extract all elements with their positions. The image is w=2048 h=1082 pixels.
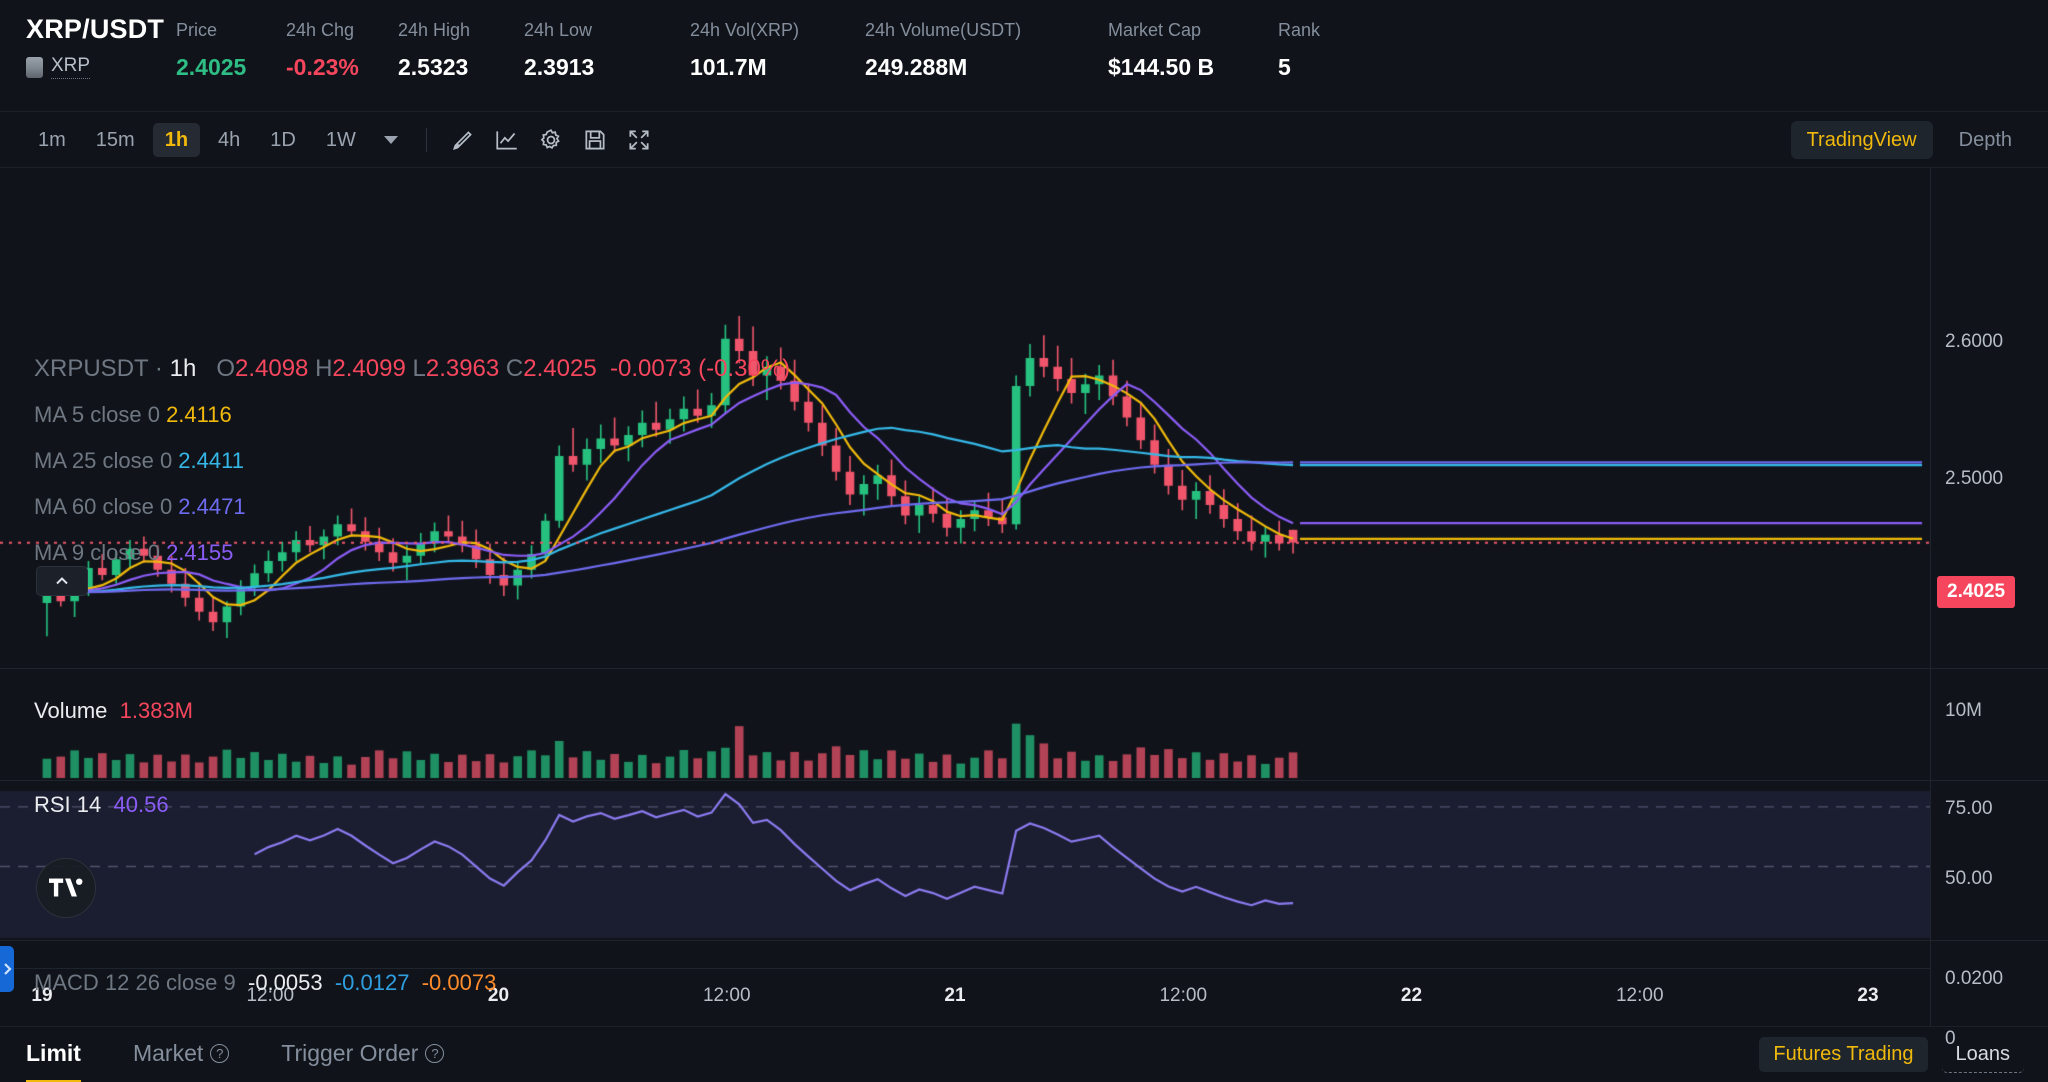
- price-axis-label: 2.5000: [1945, 468, 2004, 489]
- collapse-panel-button[interactable]: [36, 566, 88, 596]
- timeframe-1m[interactable]: 1m: [38, 128, 66, 151]
- link-loans[interactable]: Loans: [1941, 1037, 2024, 1073]
- stat-24h-chg: 24h Chg -0.23%: [286, 14, 398, 80]
- order-tab-label: Limit: [26, 1039, 81, 1066]
- panel-separator: [0, 668, 1930, 669]
- fullscreen-expand-icon[interactable]: [617, 122, 661, 158]
- timeframe-1w[interactable]: 1W: [325, 128, 356, 151]
- expand-sidebar-handle[interactable]: [0, 946, 14, 992]
- time-axis-label: 20: [487, 985, 510, 1006]
- macd-axis-label: 0.0200: [1945, 968, 2004, 989]
- stat-label: 24h Vol(XRP): [690, 20, 800, 40]
- stat-price: Price 2.4025: [176, 14, 286, 80]
- order-tab-limit[interactable]: Limit: [26, 1039, 81, 1082]
- timeframe-group: 1m 15m 1h 4h 1D 1W: [26, 122, 374, 157]
- pair-block[interactable]: XRP/USDT XRP: [26, 14, 176, 79]
- stat-24h-volume-usdt: 24h Volume(USDT) 249.288M: [865, 14, 1108, 80]
- stat-label: Price: [176, 20, 218, 40]
- rsi-axis-label: 75.00: [1945, 798, 1993, 819]
- price-axis-label: 2.6000: [1945, 331, 2004, 352]
- chart-area[interactable]: XRPUSDT · 1h O2.4098 H2.4099 L2.3963 C2.…: [0, 168, 2048, 1082]
- stat-market-cap: Market Cap $144.50 B: [1108, 14, 1278, 80]
- help-icon[interactable]: ?: [425, 1043, 445, 1063]
- stat-value: $144.50 B: [1108, 54, 1215, 80]
- panel-separator: [0, 780, 1930, 781]
- stat-value: 249.288M: [865, 54, 968, 80]
- price-candlestick-canvas[interactable]: [0, 168, 1930, 968]
- coin-row[interactable]: XRP: [26, 55, 176, 79]
- page-title: XRP/USDT: [26, 14, 165, 44]
- price-axis[interactable]: 2.6000 2.5000 2.4025 10M 75.00 50.00 0.0200 0: [1930, 168, 2048, 1049]
- axis-separator: [1931, 668, 2048, 669]
- timeframe-4h[interactable]: 4h: [218, 128, 241, 151]
- order-type-tabs: Limit Market? Trigger Order?: [26, 1039, 496, 1082]
- stat-label: 24h Low: [524, 20, 593, 40]
- current-price-badge: 2.4025: [1937, 576, 2016, 608]
- stat-value: 5: [1278, 54, 1291, 80]
- rsi-axis-label: 50.00: [1945, 868, 1993, 889]
- toolbar-divider: [425, 127, 427, 152]
- stat-value: 101.7M: [690, 54, 767, 80]
- timeframe-15m[interactable]: 15m: [95, 128, 135, 151]
- stat-24h-high: 24h High 2.5323: [398, 14, 524, 80]
- stat-label: 24h Volume(USDT): [865, 20, 1022, 40]
- order-entry-bar: Limit Market? Trigger Order? Futures Tradi…: [0, 1026, 2048, 1082]
- bottom-links: Futures Trading Loans: [1759, 1037, 2024, 1073]
- view-tab-depth[interactable]: Depth: [1958, 128, 2012, 151]
- time-axis-label: 23: [1857, 985, 1879, 1006]
- stat-24h-vol-xrp: 24h Vol(XRP) 101.7M: [690, 14, 865, 80]
- ticker-stats: Price 2.4025 24h Chg -0.23% 24h High 2.5323 24…: [176, 14, 1378, 80]
- indicator-chart-icon[interactable]: [485, 122, 529, 158]
- ticker-header: XRP/USDT XRP Price 2.4025 24h Chg -0.23% 24h…: [0, 0, 2048, 112]
- order-tab-market[interactable]: Market?: [132, 1039, 230, 1070]
- link-futures-trading[interactable]: Futures Trading: [1759, 1037, 1928, 1072]
- help-icon[interactable]: ?: [210, 1043, 230, 1063]
- tradingview-logo-icon[interactable]: [36, 858, 96, 918]
- axis-separator: [1931, 940, 2048, 941]
- stat-label: 24h High: [398, 20, 471, 40]
- time-axis[interactable]: 19 12:00 20 12:00 21 12:00 22 12:00 23: [0, 968, 2048, 1026]
- time-axis-label: 12:00: [702, 985, 751, 1006]
- chart-toolbar: 1m 15m 1h 4h 1D 1W TradingView Depth: [0, 112, 2048, 168]
- stat-label: 24h Chg: [286, 20, 355, 40]
- macd-axis-label: 0: [1945, 1028, 1956, 1049]
- time-axis-label: 22: [1400, 985, 1423, 1006]
- chevron-down-icon: [383, 135, 398, 144]
- time-axis-label: 19: [31, 985, 53, 1006]
- timeframe-1h[interactable]: 1h: [152, 122, 201, 157]
- timeframe-1d[interactable]: 1D: [270, 128, 296, 151]
- token-icon: [26, 56, 43, 78]
- stat-value: 2.3913: [524, 54, 595, 80]
- stat-label: Rank: [1278, 20, 1321, 40]
- order-tab-label: Market: [132, 1039, 204, 1066]
- stat-label: Market Cap: [1108, 20, 1202, 40]
- save-floppy-icon[interactable]: [573, 122, 617, 158]
- stat-value: 2.4025: [176, 54, 247, 80]
- axis-separator: [1931, 780, 2048, 781]
- time-axis-label: 12:00: [1615, 985, 1664, 1006]
- view-tab-tradingview[interactable]: TradingView: [1790, 120, 1933, 159]
- time-axis-label: 21: [944, 985, 966, 1006]
- order-tab-trigger-order[interactable]: Trigger Order?: [281, 1039, 445, 1070]
- volume-axis-label: 10M: [1945, 700, 1982, 721]
- time-axis-label: 12:00: [1159, 985, 1208, 1006]
- order-tab-label: Trigger Order: [281, 1039, 419, 1066]
- draw-pencil-icon[interactable]: [441, 122, 485, 158]
- stat-value: -0.23%: [286, 54, 359, 80]
- gear-icon[interactable]: [529, 122, 573, 158]
- chart-view-tabs: TradingView Depth: [1790, 120, 2028, 159]
- more-timeframes-button[interactable]: [374, 130, 408, 150]
- stat-rank: Rank 5: [1278, 14, 1378, 80]
- stat-value: 2.5323: [398, 54, 469, 80]
- panel-separator: [0, 940, 1930, 941]
- coin-label[interactable]: XRP: [51, 55, 91, 79]
- stat-24h-low: 24h Low 2.3913: [524, 14, 690, 80]
- time-axis-label: 12:00: [246, 985, 295, 1006]
